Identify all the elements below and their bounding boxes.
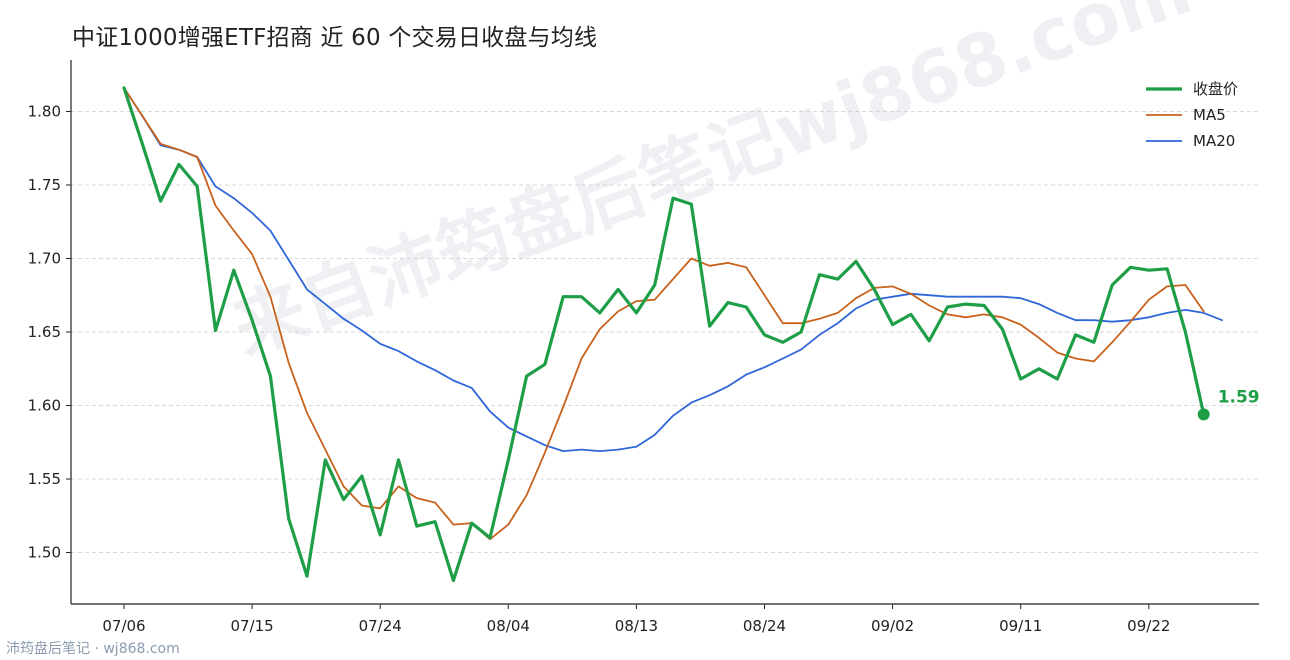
x-tick-label: 09/11 [999,617,1042,635]
x-tick-label: 09/02 [871,617,914,635]
y-tick-label: 1.80 [28,102,61,120]
x-tick-label: 08/24 [743,617,786,635]
series-layer: 1.59 [122,86,1260,583]
chart-title: 中证1000增强ETF招商 近 60 个交易日收盘与均线 [72,25,598,51]
axis-layer: 1.50 1.55 1.60 1.65 1.70 1.75 1.80 07/06 07/15 07… [28,60,1259,635]
x-tick-label: 07/15 [230,617,273,635]
last-close-label: 1.59 [1218,387,1260,407]
last-close-marker [1197,408,1210,421]
grid-layer [71,110,1259,554]
series-line-ma5 [123,87,1205,541]
y-tick-label: 1.50 [28,544,61,562]
footer-credit: 沛筠盘后笔记 · wj868.com [6,641,180,657]
y-tick-label: 1.75 [28,176,61,194]
x-tick-label: 08/13 [615,617,658,635]
x-tick-label: 07/06 [102,617,145,635]
legend-label: 收盘价 [1193,80,1238,98]
y-tick-label: 1.65 [28,323,61,341]
x-tick-label: 08/04 [487,617,530,635]
series-line-close [122,86,1206,583]
legend-label: MA20 [1193,132,1235,150]
watermark-text: 来自沛筠盘后笔记wj868.com [222,0,1202,371]
y-tick-label: 1.60 [28,397,61,415]
y-tick-label: 1.70 [28,249,61,267]
x-tick-label: 09/22 [1127,617,1170,635]
x-tick-label: 07/24 [359,617,402,635]
y-tick-label: 1.55 [28,470,61,488]
series-line-ma20 [123,87,1223,453]
legend: 收盘价 MA5 MA20 [1146,80,1238,150]
legend-label: MA5 [1193,106,1226,124]
